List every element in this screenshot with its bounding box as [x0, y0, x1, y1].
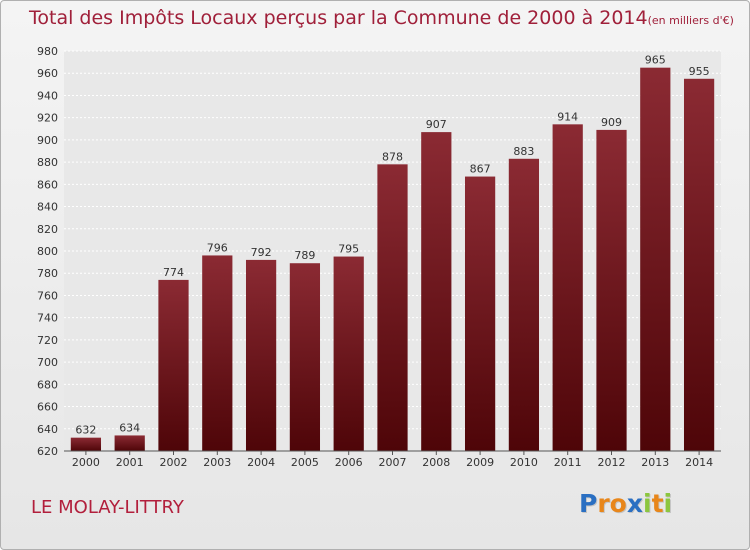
logo-letter: P: [579, 489, 598, 518]
x-tick-label: 2000: [72, 456, 100, 469]
logo-letter: r: [597, 489, 610, 518]
chart-subtitle: (en milliers d'€): [647, 14, 734, 27]
x-tick-label: 2006: [335, 456, 363, 469]
commune-name: LE MOLAY-LITTRY: [31, 497, 184, 518]
bar: [552, 124, 583, 451]
y-tick-label: 880: [37, 156, 58, 169]
bar: [333, 256, 364, 451]
chart-title: Total des Impôts Locaux perçus par la Co…: [29, 7, 734, 29]
x-tick-label: 2003: [203, 456, 231, 469]
x-tick-label: 2011: [554, 456, 582, 469]
y-tick-label: 900: [37, 134, 58, 147]
x-tick-label: 2001: [116, 456, 144, 469]
logo-letter: i: [663, 489, 673, 518]
x-tick-label: 2004: [247, 456, 275, 469]
y-tick-label: 620: [37, 445, 58, 458]
x-tick-label: 2002: [160, 456, 188, 469]
proxiti-logo: Proxiti: [579, 489, 672, 518]
x-tick-label: 2013: [641, 456, 669, 469]
data-label: 795: [338, 243, 359, 256]
logo-letter: x: [626, 489, 643, 518]
y-tick-label: 720: [37, 334, 58, 347]
data-label: 914: [557, 110, 578, 123]
y-tick-label: 820: [37, 223, 58, 236]
x-tick-label: 2014: [685, 456, 713, 469]
y-tick-label: 800: [37, 245, 58, 258]
data-label: 774: [163, 266, 184, 279]
bar: [421, 132, 452, 451]
logo-letter: i: [643, 489, 652, 518]
y-tick-label: 940: [37, 89, 58, 102]
x-tick-label: 2008: [422, 456, 450, 469]
bar: [683, 78, 715, 452]
y-tick-label: 680: [37, 378, 58, 391]
bar: [289, 263, 321, 451]
data-label: 634: [119, 421, 140, 434]
y-tick-label: 700: [37, 356, 58, 369]
y-tick-label: 740: [37, 312, 58, 325]
data-label: 878: [382, 150, 403, 163]
y-tick-label: 660: [37, 401, 58, 414]
logo-letter: o: [609, 489, 627, 518]
bar: [640, 67, 671, 452]
y-tick-label: 780: [37, 267, 58, 280]
x-tick-label: 2012: [598, 456, 626, 469]
y-tick-label: 760: [37, 289, 58, 302]
data-label: 632: [75, 424, 96, 437]
data-label: 909: [601, 116, 622, 129]
data-label: 965: [645, 54, 666, 67]
data-label: 789: [294, 249, 315, 262]
y-tick-label: 860: [37, 178, 58, 191]
x-tick-label: 2010: [510, 456, 538, 469]
bar: [158, 279, 189, 451]
x-tick-label: 2007: [379, 456, 407, 469]
x-tick-label: 2005: [291, 456, 319, 469]
bar: [202, 255, 233, 451]
data-label: 867: [470, 163, 491, 176]
data-label: 955: [689, 65, 710, 78]
data-label: 907: [426, 118, 447, 131]
bar: [508, 158, 540, 451]
chart-title-text: Total des Impôts Locaux perçus par la Co…: [29, 7, 648, 29]
y-tick-label: 980: [37, 45, 58, 58]
data-label: 792: [251, 246, 272, 259]
bar: [114, 435, 145, 451]
data-label: 883: [513, 145, 534, 158]
data-label: 796: [207, 241, 228, 254]
logo-letter: t: [651, 489, 664, 518]
bar: [464, 176, 496, 452]
y-tick-label: 840: [37, 201, 58, 214]
bar: [596, 129, 627, 451]
x-tick-label: 2009: [466, 456, 494, 469]
y-tick-label: 960: [37, 67, 58, 80]
y-tick-label: 920: [37, 112, 58, 125]
bar: [245, 259, 277, 451]
y-tick-label: 640: [37, 423, 58, 436]
bar: [377, 164, 408, 452]
bar: [70, 437, 102, 451]
